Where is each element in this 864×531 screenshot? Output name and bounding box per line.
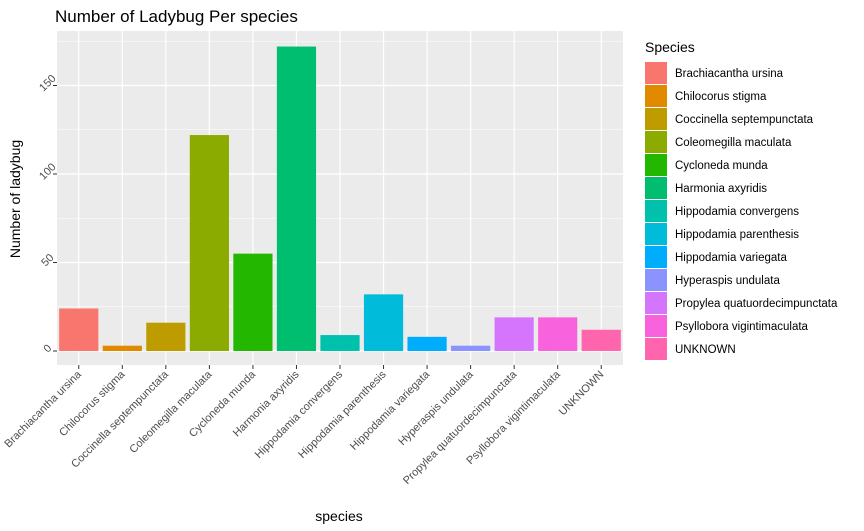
bar [494,317,534,351]
legend-label: Propylea quatuordecimpunctata [675,298,838,310]
legend-label: Coleomegilla maculata [675,137,792,149]
bar [59,308,99,351]
x-tick-label: Hyperaspis undulata [396,368,476,448]
legend-swatch [645,177,667,199]
legend-swatch [645,62,667,84]
legend-swatch [645,223,667,245]
legend-swatch [645,200,667,222]
bar [451,345,491,351]
bar [233,253,273,351]
bar [407,336,447,351]
gridlines [57,31,623,365]
legend-label: Chilocorus stigma [675,91,767,103]
bars [59,46,621,352]
x-tick-label: Brachiacantha ursina [2,368,84,450]
x-axis-title: species [315,508,362,524]
legend-swatch [645,108,667,130]
x-tick-label: Hippodamia convergens [253,368,346,461]
legend-label: UNKNOWN [675,344,736,356]
bar [146,322,186,351]
chart-title: Number of Ladybug Per species [55,7,298,26]
y-tick-label: 50 [39,252,56,269]
y-axis-title: Number of ladybug [7,140,23,258]
x-tick-label: UNKNOWN [557,369,607,419]
legend-label: Hippodamia variegata [675,252,787,264]
legend-label: Cycloneda munda [675,160,768,172]
bar [320,335,360,351]
legend: Species Brachiacantha ursina Chilocorus s… [645,39,838,360]
legend-swatch [645,85,667,107]
bar [363,294,404,351]
x-tick-label: Coleomegilla maculata [127,368,215,456]
legend-items: Brachiacantha ursina Chilocorus stigma Coc… [645,62,838,360]
legend-label: Hyperaspis undulata [675,275,780,287]
bar [276,46,317,352]
legend-swatch [645,131,667,153]
x-tick-label: Hippodamia variegata [348,368,433,453]
legend-swatch [645,315,667,337]
bar [581,329,621,351]
x-tick-label: Hippodamia parenthesis [296,368,389,461]
legend-swatch [645,154,667,176]
y-tick-label: 150 [37,73,58,94]
legend-swatch [645,292,667,314]
legend-label: Coccinella septempunctata [675,114,814,126]
legend-label: Hippodamia convergens [675,206,799,218]
legend-swatch [645,269,667,291]
bar [102,345,142,351]
bar [189,135,229,351]
legend-swatch [645,246,667,268]
y-tick-label: 100 [37,161,58,182]
legend-swatch [645,338,667,360]
x-tick-label: Psyllobora vigintimaculata [464,368,563,467]
y-tick-label: 0 [41,342,54,355]
bar [538,317,578,351]
legend-label: Brachiacantha ursina [675,68,784,80]
y-axis-ticks: 0 50 100 150 [37,73,58,356]
legend-title: Species [645,39,695,55]
legend-label: Harmonia axyridis [675,183,767,195]
legend-label: Hippodamia parenthesis [675,229,799,241]
legend-label: Psyllobora vigintimaculata [675,321,809,333]
